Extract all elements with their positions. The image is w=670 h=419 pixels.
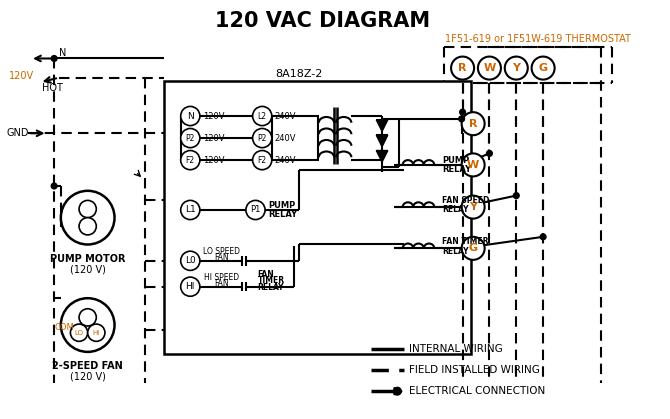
Text: GND: GND: [6, 128, 29, 138]
Text: R: R: [458, 63, 467, 73]
Text: 8A18Z-2: 8A18Z-2: [275, 69, 322, 79]
Text: HI: HI: [92, 330, 100, 336]
Text: 240V: 240V: [275, 134, 296, 142]
Circle shape: [181, 150, 200, 170]
Text: N: N: [187, 111, 194, 121]
Circle shape: [181, 129, 200, 147]
Circle shape: [246, 200, 265, 220]
Circle shape: [462, 153, 484, 176]
Circle shape: [460, 109, 466, 115]
Circle shape: [540, 234, 546, 240]
Text: 120V: 120V: [203, 155, 224, 165]
Text: COM: COM: [54, 323, 74, 332]
Circle shape: [459, 116, 464, 122]
Circle shape: [51, 183, 57, 189]
Text: FAN: FAN: [214, 279, 229, 288]
Circle shape: [253, 106, 272, 126]
Polygon shape: [377, 150, 388, 162]
Circle shape: [181, 200, 200, 220]
Text: FAN TIMER: FAN TIMER: [442, 237, 489, 246]
Text: FAN SPEED: FAN SPEED: [442, 196, 490, 205]
Bar: [164, 80, 471, 354]
Text: P1: P1: [251, 205, 261, 215]
Text: 2-SPEED FAN: 2-SPEED FAN: [52, 361, 123, 371]
Text: 120V: 120V: [203, 111, 224, 121]
Text: 240V: 240V: [275, 111, 296, 121]
Text: P2: P2: [186, 134, 195, 142]
Text: TIMER: TIMER: [257, 277, 285, 285]
Circle shape: [451, 57, 474, 80]
Text: 240V: 240V: [275, 155, 296, 165]
Text: HOT: HOT: [42, 83, 62, 93]
Circle shape: [462, 112, 484, 135]
Circle shape: [181, 106, 200, 126]
Circle shape: [61, 298, 115, 352]
Text: Y: Y: [469, 202, 477, 212]
Text: W: W: [467, 160, 479, 170]
Text: ELECTRICAL CONNECTION: ELECTRICAL CONNECTION: [409, 386, 545, 396]
Circle shape: [51, 56, 57, 61]
Circle shape: [253, 129, 272, 147]
Circle shape: [181, 277, 200, 296]
Text: HI: HI: [186, 282, 195, 291]
Text: G: G: [539, 63, 547, 73]
Text: 1F51-619 or 1F51W-619 THERMOSTAT: 1F51-619 or 1F51W-619 THERMOSTAT: [446, 34, 631, 44]
Text: L2: L2: [258, 111, 267, 121]
Circle shape: [181, 251, 200, 270]
Text: R: R: [469, 119, 478, 129]
Text: L1: L1: [185, 205, 196, 215]
Polygon shape: [377, 135, 388, 147]
Text: Y: Y: [513, 63, 521, 73]
Circle shape: [486, 150, 492, 156]
Text: 120 VAC DIAGRAM: 120 VAC DIAGRAM: [215, 11, 430, 31]
Circle shape: [393, 387, 401, 395]
Text: PUMP: PUMP: [268, 201, 295, 210]
Text: F2: F2: [186, 155, 195, 165]
Text: FAN: FAN: [257, 270, 274, 279]
Circle shape: [513, 193, 519, 199]
Text: (120 V): (120 V): [70, 264, 106, 274]
Text: HI SPEED: HI SPEED: [204, 273, 239, 282]
Text: F2: F2: [258, 155, 267, 165]
Circle shape: [531, 57, 555, 80]
Text: 120V: 120V: [9, 71, 34, 81]
Circle shape: [253, 150, 272, 170]
Circle shape: [462, 196, 484, 219]
Circle shape: [478, 57, 501, 80]
Text: PUMP MOTOR: PUMP MOTOR: [50, 254, 125, 264]
Circle shape: [505, 57, 528, 80]
Circle shape: [462, 237, 484, 260]
Circle shape: [79, 309, 96, 326]
Text: W: W: [483, 63, 496, 73]
Circle shape: [79, 200, 96, 217]
Text: INTERNAL WIRING: INTERNAL WIRING: [409, 344, 502, 354]
Text: N: N: [59, 48, 66, 58]
Text: LO: LO: [74, 330, 84, 336]
Circle shape: [61, 191, 115, 245]
Circle shape: [79, 217, 96, 235]
Text: PUMP: PUMP: [442, 155, 470, 165]
Text: G: G: [468, 243, 478, 253]
Text: P2: P2: [257, 134, 267, 142]
Text: LO SPEED: LO SPEED: [204, 247, 241, 256]
Text: RELAY: RELAY: [442, 247, 469, 256]
Text: RELAY: RELAY: [257, 283, 284, 292]
Circle shape: [70, 324, 88, 341]
Text: (120 V): (120 V): [70, 372, 106, 382]
Polygon shape: [377, 120, 388, 131]
Text: L0: L0: [185, 256, 196, 265]
Text: RELAY: RELAY: [442, 165, 472, 174]
Text: RELAY: RELAY: [442, 205, 469, 215]
Text: FAN: FAN: [214, 253, 229, 262]
Text: FIELD INSTALLED WIRING: FIELD INSTALLED WIRING: [409, 365, 540, 375]
Circle shape: [88, 324, 105, 341]
Text: RELAY: RELAY: [268, 210, 297, 219]
Text: 120V: 120V: [203, 134, 224, 142]
